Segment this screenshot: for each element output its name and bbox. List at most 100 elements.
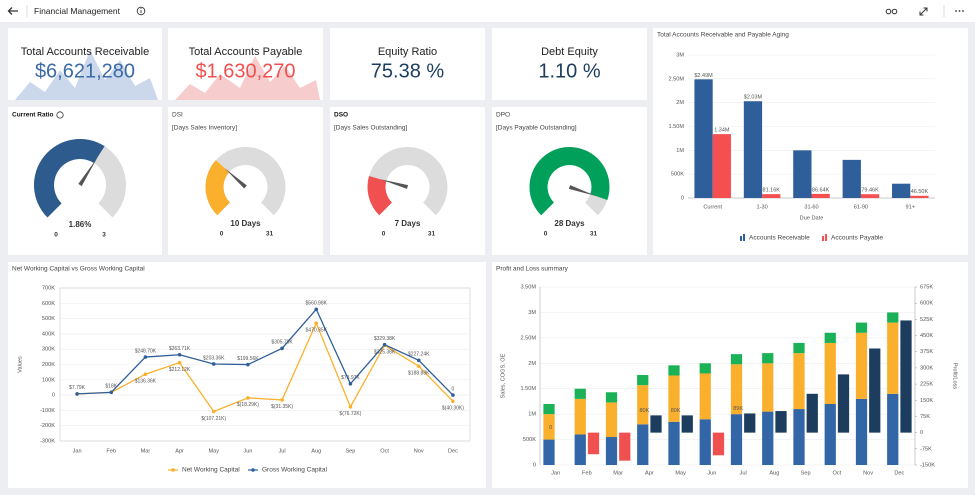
stacked-bar-segment <box>574 398 586 435</box>
stacked-bar-segment <box>793 409 805 465</box>
legend-label: Net Working Capital <box>182 467 240 474</box>
stacked-bar-segment <box>730 414 743 465</box>
stacked-bar-segment <box>605 392 618 403</box>
legend-label: Gross Working Capital <box>262 467 327 474</box>
x-tick-label: Jun <box>707 470 716 476</box>
stacked-bar-segment <box>637 424 649 465</box>
gauge-max-label: 31 <box>428 231 436 238</box>
bar <box>712 134 731 198</box>
point <box>416 358 421 363</box>
kpi-decoration <box>175 56 320 100</box>
point <box>451 393 455 397</box>
y-tick-label: 2.50M <box>668 76 684 82</box>
x-axis-title: Due Date <box>800 215 824 221</box>
point-value-label: $(18.29K) <box>237 402 259 408</box>
x-tick-label: Apr <box>175 448 184 454</box>
legend-label: Accounts Receivable <box>749 235 810 242</box>
bar-value-label: 1.34M <box>714 128 730 134</box>
stacked-bar-segment <box>668 365 680 376</box>
bar <box>762 194 781 198</box>
stacked-bar-segment <box>730 354 743 365</box>
legend-swatch <box>740 236 742 241</box>
y2-tick-label: 375K <box>920 349 933 355</box>
gauge-subtitle: [Days Payable Outstanding] <box>496 125 577 132</box>
point <box>280 346 284 351</box>
more-menu[interactable] <box>955 10 964 12</box>
gauge-title: DSI <box>172 112 183 119</box>
x-tick-label: May <box>208 448 219 454</box>
y-tick-label: 700K <box>42 285 55 291</box>
y-tick-label: 0 <box>52 393 55 399</box>
x-tick-label: Feb <box>582 470 592 476</box>
point-value-label: $470.35K <box>306 327 328 333</box>
y2-tick-label: -150K <box>920 462 935 468</box>
y-tick-label: 500K <box>42 316 55 322</box>
kpi-title: Debt Equity <box>541 46 598 58</box>
stacked-bar-segment <box>887 393 899 465</box>
card <box>492 107 647 255</box>
info-icon[interactable] <box>136 6 146 16</box>
card <box>8 262 486 488</box>
stacked-bar-segment <box>605 437 618 465</box>
chart-title: Profit and Loss summary <box>496 266 569 273</box>
gauge-min-label: 0 <box>382 231 386 238</box>
back-button[interactable] <box>7 7 19 15</box>
point <box>451 399 455 404</box>
point-value-label: $305.79K <box>271 340 293 346</box>
profit-bar <box>900 320 912 433</box>
y-tick-label: 1.50M <box>668 124 684 130</box>
bar <box>892 183 911 198</box>
gauge-value-arc <box>34 139 105 218</box>
line <box>77 308 454 396</box>
y-tick-label: 0 <box>681 195 684 201</box>
bar <box>910 195 929 198</box>
stacked-bar-segment <box>762 411 774 465</box>
point-value-label: $329.38K <box>374 336 396 342</box>
point-value-label: $(107.21K) <box>201 416 226 422</box>
point <box>211 409 216 414</box>
stacked-bar-segment <box>699 363 711 374</box>
point-value-label: 0 <box>452 386 455 392</box>
stacked-bar-segment <box>887 312 899 323</box>
x-tick-label: Aug <box>769 470 779 476</box>
gauge-min-label: 0 <box>220 231 224 238</box>
stacked-bar-segment <box>543 414 555 440</box>
kpi-value: $1,630,270 <box>195 60 295 82</box>
point <box>314 307 319 312</box>
x-tick-label: Jul <box>740 470 747 476</box>
profit-bar <box>775 411 787 433</box>
x-tick-label: Oct <box>380 448 389 454</box>
x-tick-label: Mar <box>613 470 623 476</box>
gauge-value-label: 10 Days <box>230 219 261 228</box>
stacked-bar-segment <box>699 419 711 465</box>
point-value-label: $188.88K <box>408 371 430 377</box>
x-tick-label: Dec <box>448 448 458 454</box>
y-tick-label: 1M <box>676 148 684 154</box>
stacked-bar-segment <box>637 385 649 425</box>
gauge-title: DPO <box>496 112 510 119</box>
y2-tick-label: 300K <box>920 365 933 371</box>
point-value-label: $325.38K <box>374 350 396 356</box>
profit-bar <box>619 432 631 461</box>
gauge-needle <box>224 168 247 189</box>
point <box>143 372 148 377</box>
glasses-icon[interactable] <box>885 8 898 15</box>
bar <box>811 193 830 198</box>
y-axis-title: Values <box>17 356 23 373</box>
profit-bar <box>837 374 850 433</box>
stacked-bar-segment <box>762 363 774 412</box>
legend-label: Accounts Payable <box>831 235 883 242</box>
point-value-label: $263.71K <box>169 346 191 352</box>
profit-bar <box>869 348 881 433</box>
card <box>168 107 323 255</box>
point <box>109 390 114 395</box>
expand-icon[interactable] <box>919 7 928 16</box>
y-tick-label: 3M <box>528 310 536 316</box>
y-tick-label: 400K <box>42 331 55 337</box>
profit-bar <box>744 413 756 433</box>
bar <box>694 79 713 198</box>
stacked-bar-segment <box>855 332 868 399</box>
bar-value-label: 79.46K <box>861 188 879 194</box>
y2-axis-title: Profit/Loss <box>952 363 958 390</box>
